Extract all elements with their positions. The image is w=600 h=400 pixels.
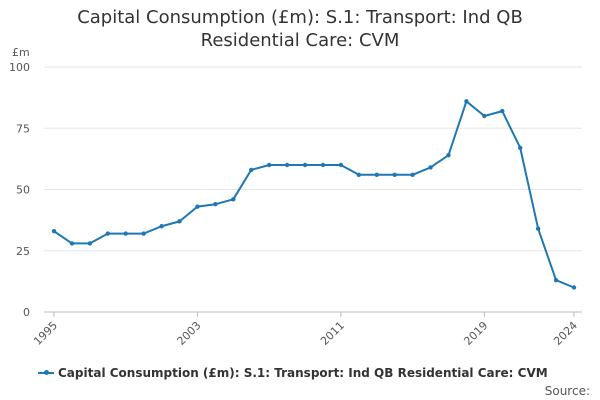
source-label: Source:	[544, 384, 590, 398]
data-point[interactable]	[123, 231, 128, 236]
data-point[interactable]	[410, 172, 415, 177]
data-point[interactable]	[213, 202, 218, 207]
x-tick-label: 1995	[31, 319, 60, 348]
chart-title: Capital Consumption (£m): S.1: Transport…	[0, 6, 600, 52]
legend-label: Capital Consumption (£m): S.1: Transport…	[58, 366, 548, 380]
gridlines	[44, 66, 582, 313]
data-point[interactable]	[302, 162, 308, 168]
x-tick-label: 2019	[461, 319, 490, 348]
legend-swatch	[38, 370, 54, 375]
data-point[interactable]	[177, 219, 182, 224]
series-layer	[51, 99, 577, 290]
data-point[interactable]	[87, 241, 93, 246]
data-point[interactable]	[338, 162, 344, 168]
chart-title-line-2: Residential Care: CVM	[200, 30, 400, 51]
series-line	[53, 100, 575, 289]
data-point[interactable]	[249, 167, 254, 173]
data-point[interactable]	[374, 172, 379, 177]
data-point[interactable]	[392, 172, 397, 177]
data-point[interactable]	[69, 241, 75, 246]
y-tick-label: 75	[16, 122, 30, 135]
chart-title-line-1: Capital Consumption (£m): S.1: Transport…	[77, 7, 523, 28]
data-point[interactable]	[500, 108, 505, 114]
y-tick-label: 100	[9, 61, 30, 74]
legend: Capital Consumption (£m): S.1: Transport…	[38, 366, 548, 380]
data-point[interactable]	[446, 153, 451, 158]
data-point[interactable]	[320, 162, 326, 168]
data-point[interactable]	[266, 162, 272, 168]
data-point[interactable]	[464, 99, 469, 104]
data-point[interactable]	[159, 224, 164, 229]
data-point[interactable]	[553, 277, 559, 283]
x-tick-label: 2003	[175, 319, 204, 348]
data-point[interactable]	[141, 231, 146, 236]
data-point[interactable]	[105, 231, 110, 236]
x-tick-label: 2011	[318, 319, 347, 348]
axes: £m 0 25 50 75 100 1995 2003 2011 2019 2024	[9, 46, 580, 348]
data-point[interactable]	[356, 172, 362, 177]
data-point[interactable]	[195, 204, 200, 209]
x-tick-label: 2024	[551, 319, 580, 348]
y-axis-unit-label: £m	[12, 46, 30, 59]
data-point[interactable]	[571, 285, 577, 290]
data-point[interactable]	[284, 162, 290, 168]
y-tick-label: 25	[16, 245, 30, 258]
data-point[interactable]	[535, 226, 541, 231]
data-point[interactable]	[518, 145, 523, 151]
data-point[interactable]	[428, 165, 433, 170]
y-tick-label: 0	[23, 306, 30, 319]
data-point[interactable]	[231, 197, 236, 202]
y-tick-label: 50	[16, 184, 30, 197]
data-point[interactable]	[51, 228, 57, 234]
data-point[interactable]	[482, 113, 487, 119]
